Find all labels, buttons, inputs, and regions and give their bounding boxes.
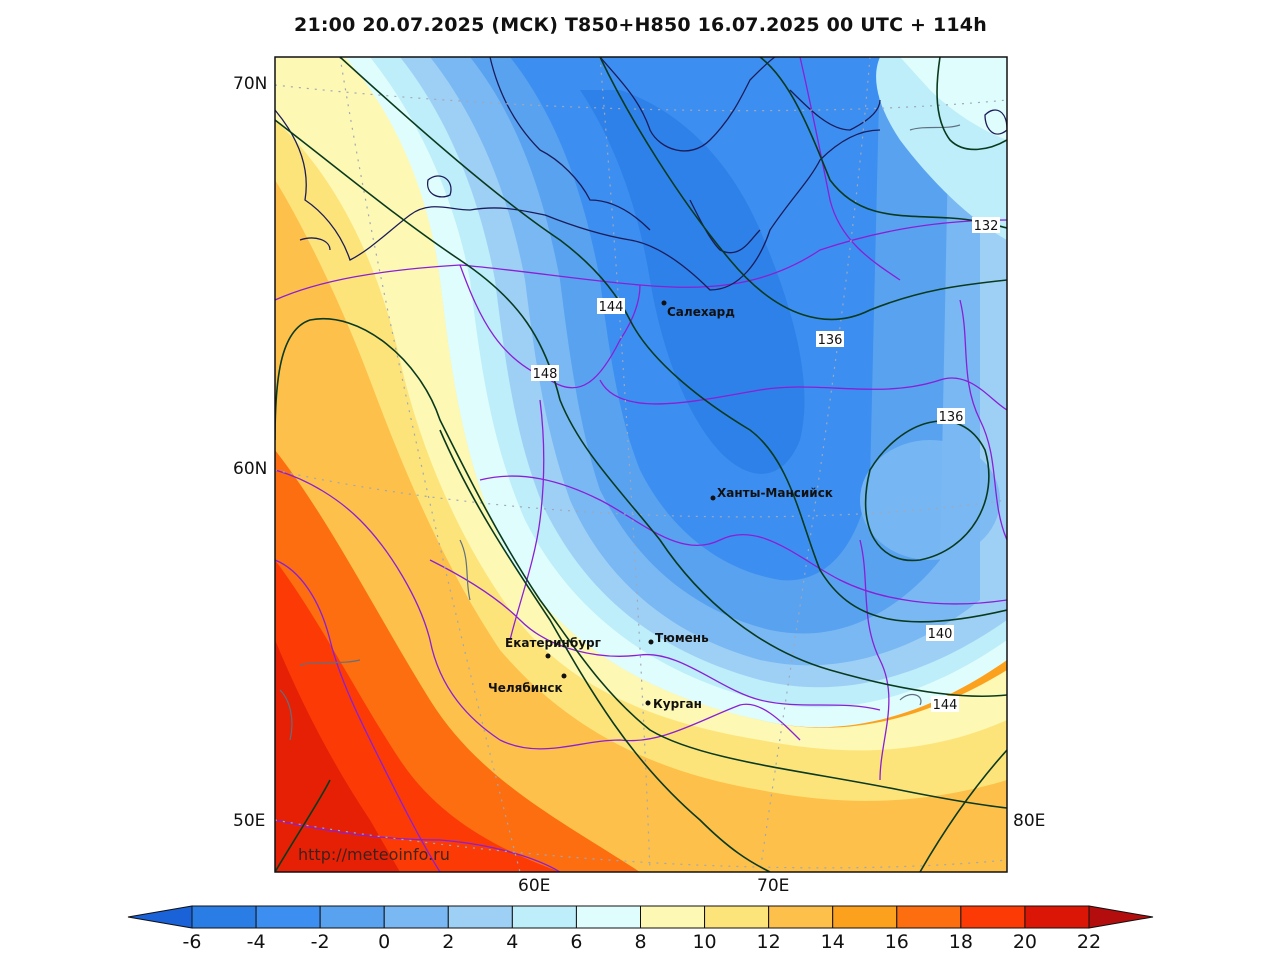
colorbar-swatch (383, 905, 449, 929)
colorbar-swatch (640, 905, 706, 929)
temperature-field (275, 57, 1007, 872)
watermark: http://meteoinfo.ru (298, 845, 450, 864)
colorbar-tick-label: 8 (634, 931, 647, 953)
contour-label: 136 (939, 410, 964, 425)
colorbar-swatch (1024, 905, 1090, 929)
city-dot-salekhard (661, 300, 667, 306)
lon-label-80e: 80E (1013, 811, 1046, 831)
map-title: 21:00 20.07.2025 (МСК) T850+H850 16.07.2… (294, 14, 987, 36)
lat-label-50e: 50E (233, 811, 266, 831)
city-markers (545, 300, 716, 706)
colorbar-swatch (191, 905, 257, 929)
contour-label: 144 (933, 698, 958, 713)
city-dot-yekaterinburg (545, 653, 551, 659)
colorbar-swatch (704, 905, 770, 929)
colorbar-swatch (896, 905, 962, 929)
rivers (279, 124, 961, 741)
colorbar-high-arrow (1088, 905, 1154, 929)
colorbar-tick-label: -6 (182, 931, 202, 953)
colorbar-tick-label: 0 (378, 931, 391, 953)
colorbar-swatch (768, 905, 834, 929)
contour-label: 140 (928, 627, 953, 642)
city-label-kurgan: Курган (653, 697, 702, 711)
contour-label: 144 (599, 300, 624, 315)
colorbar-tick-label: 16 (884, 931, 909, 953)
city-dot-khanty-mansiysk (710, 495, 716, 501)
city-label-salekhard: Салехард (667, 305, 735, 319)
height-contours (275, 57, 1007, 872)
colorbar-tick-label: 22 (1076, 931, 1102, 953)
city-dot-tyumen (648, 639, 654, 645)
colorbar-tick-label: 18 (948, 931, 973, 953)
colorbar-tick-label: 2 (442, 931, 455, 953)
lat-label-60n: 60N (233, 459, 268, 479)
lon-label-70e: 70E (757, 876, 790, 896)
colorbar-tick-label: 12 (756, 931, 781, 953)
colorbar-tick-label: 14 (820, 931, 845, 953)
colorbar-swatch (447, 905, 513, 929)
city-label-chelyabinsk: Челябинск (488, 681, 563, 695)
colorbar-tick-label: 4 (506, 931, 519, 953)
colorbar-swatch (511, 905, 577, 929)
colorbar (127, 905, 1154, 929)
colorbar-tick-label: -4 (246, 931, 266, 953)
colorbar-tick-label: 20 (1012, 931, 1038, 953)
colorbar-swatch (575, 905, 642, 929)
coastlines (275, 57, 1007, 291)
colorbar-swatch (255, 905, 321, 929)
colorbar-low-arrow (127, 905, 193, 929)
region-borders (275, 57, 1007, 872)
contour-label: 136 (818, 333, 843, 348)
colorbar-swatch (319, 905, 385, 929)
city-dot-kurgan (645, 700, 651, 706)
colorbar-swatch (832, 905, 898, 929)
city-dot-chelyabinsk (561, 673, 567, 679)
map-frame (274, 56, 1008, 873)
city-label-tyumen: Тюмень (655, 631, 709, 645)
city-label-yekaterinburg: Екатеринбург (505, 636, 601, 650)
contour-label: 148 (533, 367, 558, 382)
colorbar-tick-label: -2 (310, 931, 330, 953)
city-label-khanty-mansiysk: Ханты-Мансийск (717, 486, 833, 500)
colorbar-swatch (960, 905, 1026, 929)
colorbar-tick-label: 10 (692, 931, 717, 953)
lon-label-60e: 60E (518, 876, 551, 896)
contour-label: 132 (974, 219, 999, 234)
graticule (275, 57, 1007, 872)
lat-label-70n: 70N (233, 74, 268, 94)
colorbar-tick-label: 6 (570, 931, 583, 953)
